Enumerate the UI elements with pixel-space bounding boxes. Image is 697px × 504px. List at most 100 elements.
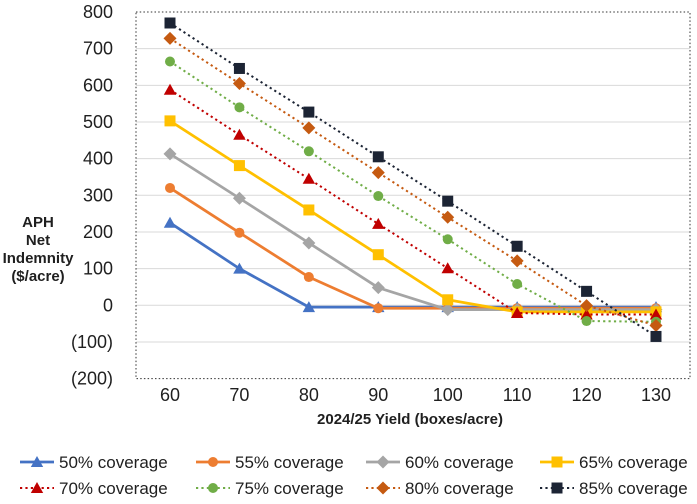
series-line-65-coverage — [169, 119, 656, 314]
legend-item-65-coverage: 65% coverage — [540, 453, 688, 472]
series-70-coverage — [163, 83, 663, 320]
x-tick-label: 80 — [299, 385, 319, 405]
data-point-marker — [511, 240, 523, 252]
circle-icon — [208, 457, 218, 467]
data-point-marker — [163, 31, 177, 45]
data-point-marker — [510, 306, 524, 318]
legend-label-65-coverage: 65% coverage — [579, 453, 688, 472]
y-tick-label: 0 — [103, 295, 113, 315]
legend-item-60-coverage: 60% coverage — [366, 453, 514, 472]
data-point-marker — [650, 330, 662, 342]
y-tick-label: 300 — [83, 185, 113, 205]
series-85-coverage — [164, 17, 662, 342]
data-point-marker — [581, 316, 592, 327]
y-axis-title-line1: APH — [22, 214, 54, 231]
data-point-marker — [302, 121, 316, 135]
y-tick-label: 100 — [83, 259, 113, 279]
data-point-marker — [441, 303, 455, 317]
data-point-marker — [441, 210, 455, 224]
data-point-marker — [232, 76, 246, 90]
x-tick-label: 90 — [368, 385, 388, 405]
data-point-marker — [442, 195, 454, 207]
y-axis-title-line3: Indemnity — [3, 250, 74, 267]
series-line-70-coverage — [169, 88, 656, 316]
data-point-marker — [372, 151, 384, 163]
series-line-85-coverage — [169, 22, 657, 338]
series-layer — [163, 17, 663, 342]
legend-item-75-coverage: 75% coverage — [196, 479, 344, 498]
data-point-marker — [163, 216, 177, 228]
data-point-marker — [165, 182, 175, 193]
data-point-marker — [303, 204, 315, 216]
data-point-marker — [373, 191, 384, 202]
data-point-marker — [580, 308, 593, 320]
x-tick-label: 120 — [572, 385, 602, 405]
data-point-marker — [165, 56, 175, 67]
series-80-coverage — [163, 31, 663, 332]
x-tick-label: 110 — [503, 385, 532, 405]
data-point-marker — [442, 294, 454, 306]
y-tick-label: 800 — [83, 2, 113, 22]
data-point-marker — [302, 172, 316, 184]
data-point-marker — [371, 281, 385, 295]
axis-labels-layer: 800 700 600 500 400 300 200 100 0 (100) (200) 60 70 8… — [71, 2, 671, 405]
x-tick-label: 100 — [433, 385, 463, 405]
data-point-marker — [649, 318, 663, 332]
data-point-marker — [163, 83, 177, 95]
legend-label-80-coverage: 80% coverage — [405, 479, 514, 498]
gridlines-layer — [135, 11, 691, 380]
data-point-marker — [372, 249, 384, 261]
data-point-marker — [512, 279, 523, 290]
legend-item-50-coverage: 50% coverage — [20, 453, 168, 472]
square-icon — [551, 456, 563, 468]
data-point-marker — [303, 146, 314, 157]
data-point-marker — [580, 299, 594, 313]
legend-item-70-coverage: 70% coverage — [20, 479, 168, 498]
legend-label-55-coverage: 55% coverage — [235, 453, 344, 472]
data-point-marker — [163, 147, 177, 161]
legend-label-60-coverage: 60% coverage — [405, 453, 514, 472]
data-point-marker — [303, 106, 315, 118]
legend: 50% coverage 55% coverage 60% coverage 65% … — [20, 453, 688, 498]
x-axis-title: 2024/25 Yield (boxes/acre) — [317, 411, 503, 428]
series-line-80-coverage — [169, 37, 657, 327]
data-point-marker — [373, 303, 384, 314]
data-point-marker — [302, 236, 316, 250]
legend-label-75-coverage: 75% coverage — [235, 479, 344, 498]
data-point-marker — [233, 262, 246, 274]
data-point-marker — [371, 166, 385, 180]
y-tick-label: 200 — [83, 222, 113, 242]
data-point-marker — [233, 128, 246, 140]
triangle-icon — [30, 482, 44, 493]
y-tick-label: (100) — [71, 332, 113, 352]
legend-item-55-coverage: 55% coverage — [196, 453, 344, 472]
y-axis-title-line4: ($/acre) — [11, 268, 64, 285]
data-point-marker — [441, 262, 454, 274]
data-point-marker — [234, 227, 245, 238]
x-tick-label: 60 — [160, 385, 180, 405]
data-point-marker — [442, 234, 453, 245]
data-point-marker — [164, 115, 176, 127]
series-line-75-coverage — [169, 60, 657, 323]
data-point-marker — [303, 272, 314, 283]
legend-label-70-coverage: 70% coverage — [59, 479, 168, 498]
y-tick-label: 400 — [83, 149, 113, 169]
data-point-marker — [510, 254, 524, 268]
legend-label-50-coverage: 50% coverage — [59, 453, 168, 472]
y-tick-label: 500 — [83, 112, 113, 132]
y-tick-label: (200) — [71, 369, 113, 389]
diamond-icon — [376, 481, 390, 495]
y-axis-title-line2: Net — [26, 232, 50, 249]
y-tick-label: 700 — [83, 39, 113, 59]
legend-item-80-coverage: 80% coverage — [366, 479, 514, 498]
diamond-icon — [376, 455, 390, 469]
data-point-marker — [233, 62, 245, 74]
data-point-marker — [234, 102, 245, 113]
square-icon — [551, 482, 563, 494]
legend-label-85-coverage: 85% coverage — [579, 479, 688, 498]
x-tick-label: 70 — [229, 385, 249, 405]
series-line-60-coverage — [169, 152, 656, 312]
plot-border — [135, 11, 691, 380]
